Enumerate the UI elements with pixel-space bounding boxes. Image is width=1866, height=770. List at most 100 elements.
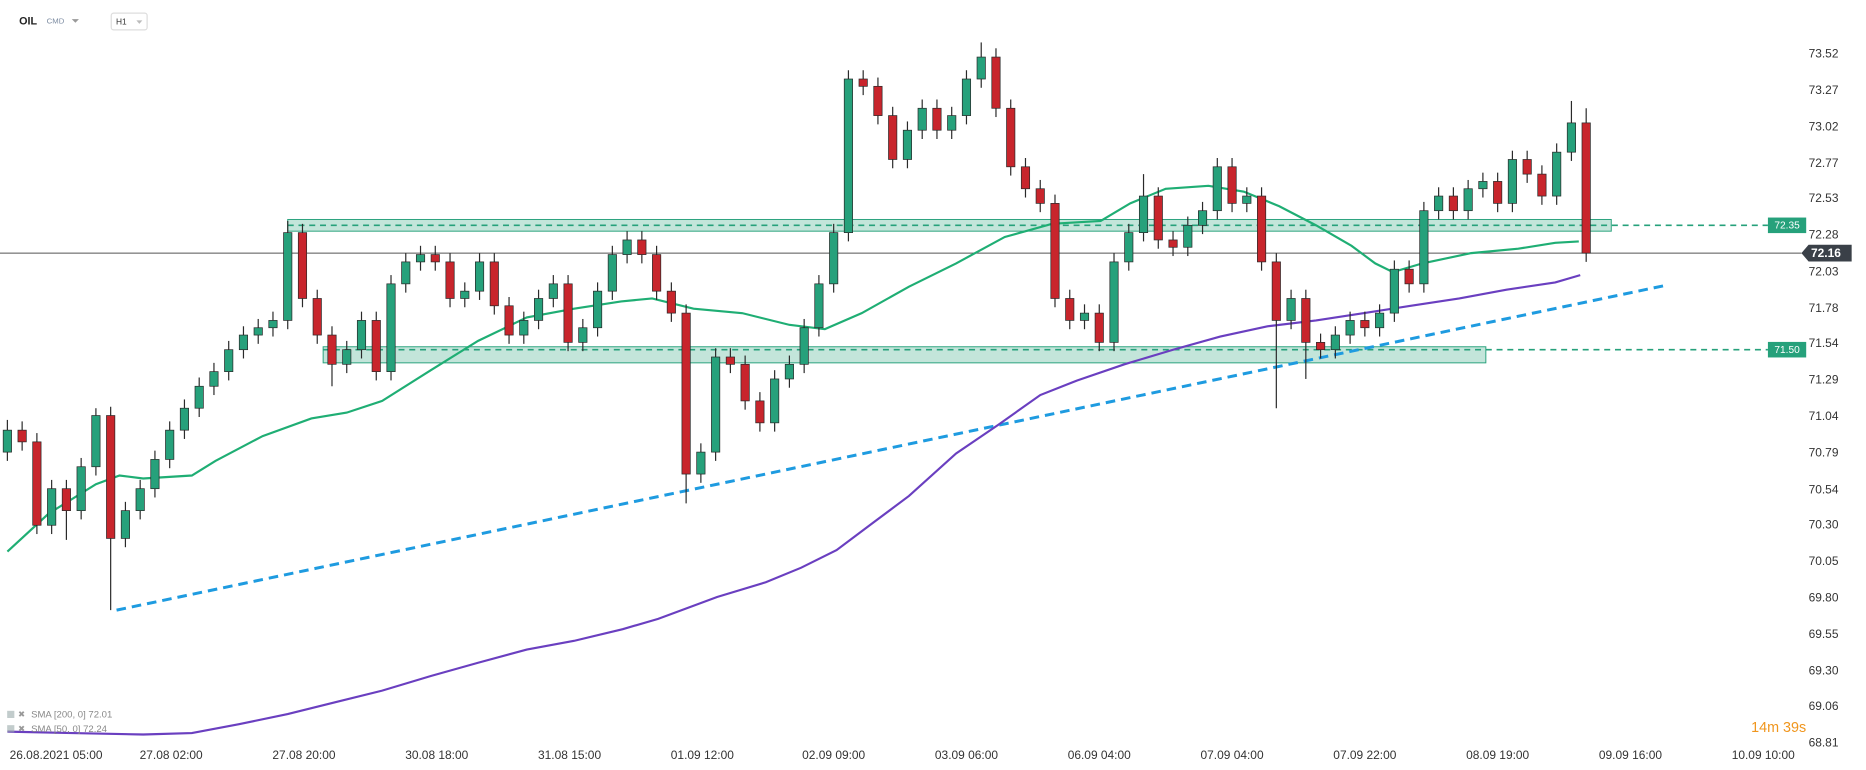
x-tick-label: 27.08 20:00 bbox=[272, 748, 335, 762]
lines-layer bbox=[0, 184, 1802, 736]
x-tick-label: 10.09 10:00 bbox=[1732, 748, 1795, 762]
x-tick-label: 07.09 22:00 bbox=[1333, 748, 1396, 762]
y-tick-label: 70.79 bbox=[1809, 446, 1839, 460]
candle-body bbox=[1552, 151, 1562, 197]
candle-body bbox=[1065, 298, 1075, 321]
candle-body bbox=[1094, 312, 1104, 343]
candle-body bbox=[76, 466, 86, 511]
candle-body bbox=[283, 232, 293, 321]
candle-body bbox=[843, 78, 853, 233]
candle-body bbox=[814, 283, 824, 329]
candle-body bbox=[1035, 188, 1045, 204]
candles-layer bbox=[2, 42, 1591, 611]
candle-body bbox=[474, 261, 485, 292]
candle-body bbox=[1434, 195, 1444, 212]
candle-body bbox=[1316, 342, 1326, 351]
candle-body bbox=[1493, 181, 1503, 204]
candle-body bbox=[1330, 334, 1340, 351]
x-tick-label: 30.08 18:00 bbox=[405, 748, 468, 762]
trendline bbox=[116, 283, 1667, 612]
price-tag bbox=[1801, 244, 1852, 262]
candle-body bbox=[1242, 195, 1252, 204]
candle-body bbox=[1227, 166, 1237, 204]
y-tick-label: 69.30 bbox=[1809, 664, 1839, 678]
candle-body bbox=[371, 320, 381, 372]
y-tick-label: 69.06 bbox=[1809, 699, 1839, 713]
candle-body bbox=[1537, 173, 1547, 197]
candle-body bbox=[1404, 268, 1414, 285]
candle-body bbox=[209, 371, 219, 387]
candle-body bbox=[1138, 195, 1149, 233]
market[interactable]: CMD bbox=[47, 17, 65, 26]
dropdown-arrow[interactable] bbox=[71, 19, 79, 23]
top-layer: 72.16 72.35 71.50 bbox=[1767, 217, 1852, 358]
y-tick-label: 73.27 bbox=[1809, 83, 1839, 97]
candle-body bbox=[165, 429, 175, 460]
candle-body bbox=[1389, 268, 1399, 314]
y-tick-label: 72.03 bbox=[1809, 264, 1839, 278]
y-tick-label: 71.29 bbox=[1809, 373, 1839, 387]
x-tick-label: 02.09 09:00 bbox=[802, 748, 865, 762]
candle-body bbox=[1006, 107, 1016, 168]
y-tick-label: 72.53 bbox=[1809, 191, 1839, 205]
candle-body bbox=[696, 451, 706, 475]
candle-body bbox=[1079, 312, 1090, 321]
level-tag bbox=[1767, 217, 1807, 234]
candle-body bbox=[991, 56, 1001, 109]
y-tick-label: 70.30 bbox=[1809, 517, 1839, 531]
candle-body bbox=[17, 429, 27, 443]
y-tick-label: 69.80 bbox=[1809, 591, 1839, 605]
candle-body bbox=[401, 261, 411, 285]
candle-body bbox=[755, 400, 765, 424]
candle-body bbox=[1124, 232, 1134, 263]
x-tick-label: 06.09 04:00 bbox=[1068, 748, 1131, 762]
candle-body bbox=[1478, 181, 1488, 190]
candle-body bbox=[342, 349, 352, 365]
candle-body bbox=[238, 334, 249, 351]
x-tick-label: 31.08 15:00 bbox=[538, 748, 601, 762]
candle-body bbox=[415, 254, 426, 263]
x-tick-label: 08.09 19:00 bbox=[1466, 748, 1529, 762]
candle-body bbox=[297, 232, 308, 299]
candle-body bbox=[902, 129, 912, 160]
candle-body bbox=[666, 290, 676, 314]
zones-layer bbox=[287, 218, 1768, 364]
level-label: 72.35 bbox=[1774, 221, 1800, 232]
candle-body bbox=[224, 349, 234, 372]
candle-body bbox=[976, 56, 986, 80]
candle-body bbox=[179, 407, 189, 431]
x-tick-label: 01.09 12:00 bbox=[671, 748, 734, 762]
y-tick-label: 69.55 bbox=[1809, 627, 1839, 641]
symbol: OIL bbox=[19, 15, 37, 27]
level-label: 71.50 bbox=[1774, 345, 1800, 356]
y-tick-label: 70.05 bbox=[1809, 554, 1839, 568]
candle-body bbox=[1286, 298, 1296, 321]
interval-box[interactable] bbox=[110, 12, 148, 31]
candle-body bbox=[61, 488, 71, 511]
candle-body bbox=[725, 356, 735, 365]
sma-line bbox=[7, 274, 1581, 736]
candle-body bbox=[1463, 188, 1473, 212]
legend-entry: SMA [200, 0] 72.01 bbox=[31, 710, 112, 721]
candle-body bbox=[1375, 312, 1385, 329]
candle-body bbox=[548, 283, 558, 299]
y-tick-label: 73.02 bbox=[1809, 119, 1839, 133]
interval[interactable]: H1 bbox=[116, 16, 127, 26]
candle-body bbox=[799, 327, 809, 365]
candle-body bbox=[47, 488, 57, 526]
y-tick-label: 72.77 bbox=[1809, 156, 1839, 170]
candle-body bbox=[740, 363, 750, 402]
candle-body bbox=[593, 290, 603, 329]
candle-body bbox=[268, 320, 278, 329]
legend-close: ✖ bbox=[18, 724, 25, 734]
candle-body bbox=[1566, 122, 1576, 153]
candle-body bbox=[460, 290, 470, 299]
candle-body bbox=[578, 327, 588, 343]
x-tick-label: 03.09 06:00 bbox=[935, 748, 998, 762]
candle-body bbox=[1522, 159, 1532, 175]
candle-body bbox=[1020, 166, 1031, 190]
candle-body bbox=[1301, 298, 1311, 343]
candle-body bbox=[947, 115, 957, 131]
candle-body bbox=[1168, 239, 1178, 248]
y-tick-label: 68.81 bbox=[1809, 735, 1839, 749]
